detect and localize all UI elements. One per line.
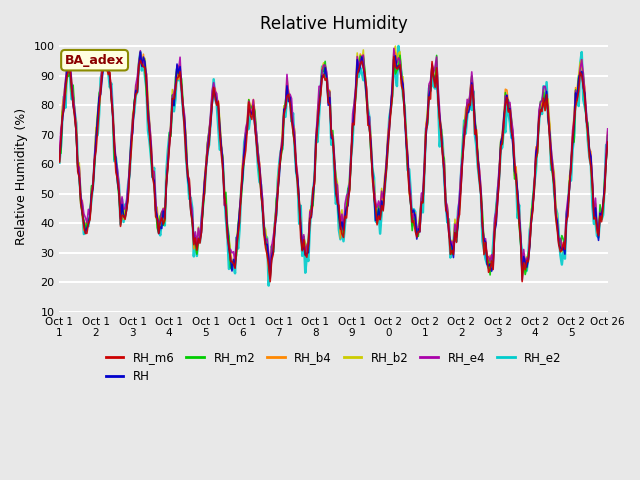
Text: BA_adex: BA_adex: [65, 54, 124, 67]
Legend: RH_m6, RH, RH_m2, RH_b4, RH_b2, RH_e4, RH_e2: RH_m6, RH, RH_m2, RH_b4, RH_b2, RH_e4, R…: [101, 347, 566, 388]
Title: Relative Humidity: Relative Humidity: [260, 15, 408, 33]
Y-axis label: Relative Humidity (%): Relative Humidity (%): [15, 108, 28, 245]
